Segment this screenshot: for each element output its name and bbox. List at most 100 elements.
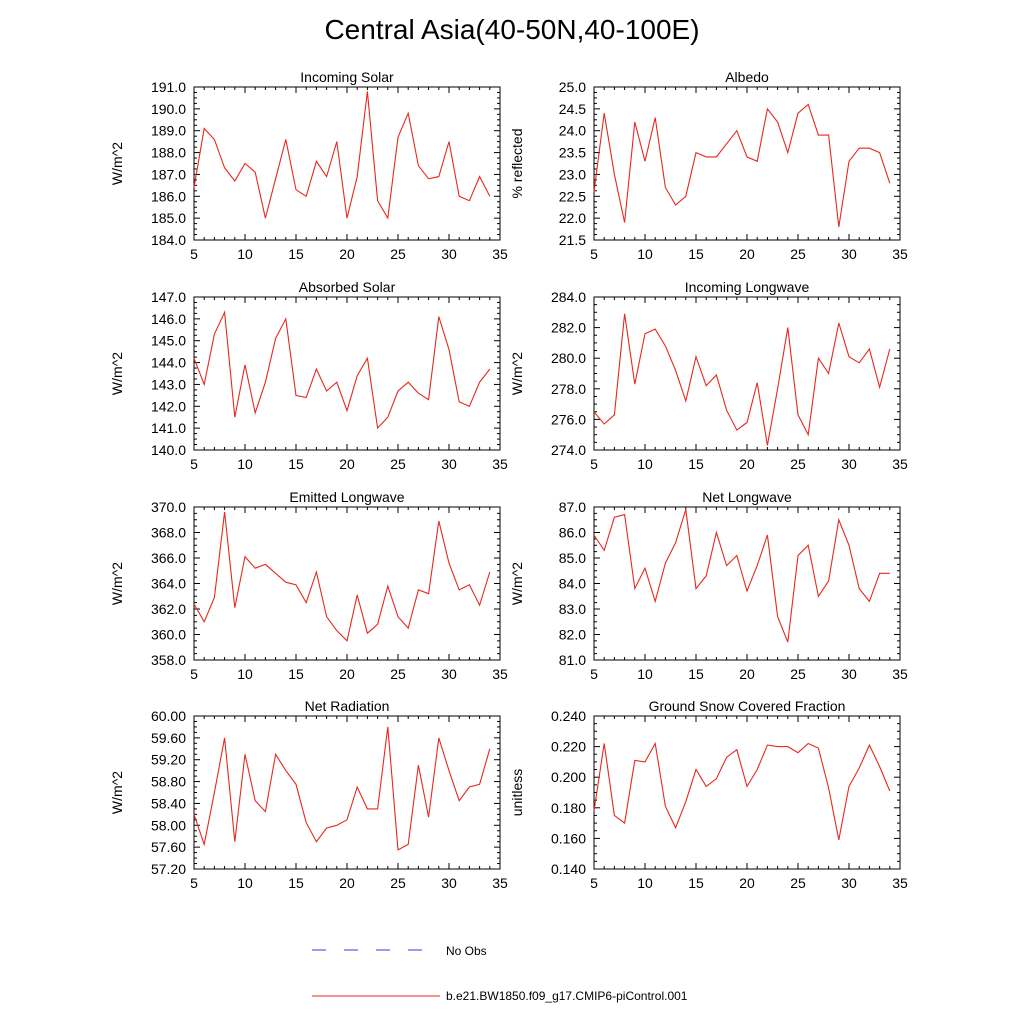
x-tick-label: 30	[441, 666, 457, 682]
x-tick-label: 10	[237, 456, 253, 472]
x-tick-label: 30	[841, 246, 857, 262]
y-tick-label: 59.20	[151, 752, 186, 768]
y-tick-label: 186.0	[151, 188, 186, 204]
y-axis-label: W/m^2	[109, 142, 125, 185]
y-tick-label: 0.160	[551, 830, 586, 846]
x-tick-label: 10	[237, 875, 253, 891]
y-tick-label: 358.0	[151, 652, 186, 668]
x-tick-label: 15	[288, 246, 304, 262]
panel-title: Net Radiation	[305, 698, 390, 714]
y-tick-label: 58.40	[151, 795, 186, 811]
y-tick-label: 59.60	[151, 730, 186, 746]
y-tick-label: 25.0	[559, 79, 586, 95]
legend-label-model: b.e21.BW1850.f09_g17.CMIP6-piControl.001	[446, 989, 688, 1003]
y-tick-label: 22.0	[559, 210, 586, 226]
x-tick-label: 5	[590, 875, 598, 891]
y-tick-label: 87.0	[559, 499, 586, 515]
y-tick-label: 190.0	[151, 101, 186, 117]
y-axis-label: unitless	[509, 769, 525, 816]
x-tick-label: 15	[288, 875, 304, 891]
x-tick-label: 35	[892, 246, 908, 262]
y-tick-label: 360.0	[151, 627, 186, 643]
x-tick-label: 20	[339, 456, 355, 472]
x-tick-label: 30	[441, 456, 457, 472]
x-tick-label: 15	[688, 456, 704, 472]
series-line	[193, 726, 491, 851]
x-tick-label: 25	[790, 246, 806, 262]
x-tick-label: 35	[892, 456, 908, 472]
y-tick-label: 189.0	[151, 123, 186, 139]
y-tick-label: 84.0	[559, 576, 586, 592]
x-tick-label: 5	[190, 875, 198, 891]
x-tick-label: 5	[590, 456, 598, 472]
y-tick-label: 83.0	[559, 601, 586, 617]
x-tick-label: 5	[190, 456, 198, 472]
y-tick-label: 0.220	[551, 739, 586, 755]
y-tick-label: 370.0	[151, 499, 186, 515]
x-tick-label: 30	[841, 875, 857, 891]
panel-title: Albedo	[725, 69, 769, 85]
y-axis-label: W/m^2	[509, 562, 525, 605]
x-tick-label: 10	[237, 666, 253, 682]
y-tick-label: 23.0	[559, 166, 586, 182]
y-tick-label: 187.0	[151, 166, 186, 182]
panel-title: Net Longwave	[702, 489, 792, 505]
y-tick-label: 0.240	[551, 708, 586, 724]
y-tick-label: 0.180	[551, 800, 586, 816]
x-tick-label: 25	[390, 246, 406, 262]
y-tick-label: 276.0	[551, 411, 586, 427]
y-tick-label: 0.200	[551, 769, 586, 785]
x-tick-label: 20	[739, 246, 755, 262]
y-axis-label: % reflected	[509, 128, 525, 198]
series-line	[193, 310, 491, 430]
x-tick-label: 10	[637, 456, 653, 472]
x-tick-label: 5	[590, 246, 598, 262]
panel-title: Incoming Longwave	[685, 279, 810, 295]
y-tick-label: 144.0	[151, 355, 186, 371]
panel-title: Incoming Solar	[300, 69, 394, 85]
y-tick-label: 24.5	[559, 101, 586, 117]
y-tick-label: 21.5	[559, 232, 586, 248]
y-axis-label: W/m^2	[509, 352, 525, 395]
x-tick-label: 10	[637, 666, 653, 682]
x-tick-label: 25	[790, 666, 806, 682]
y-tick-label: 141.0	[151, 420, 186, 436]
x-tick-label: 25	[390, 666, 406, 682]
y-axis-label: W/m^2	[109, 352, 125, 395]
x-tick-label: 25	[790, 875, 806, 891]
x-tick-label: 20	[739, 875, 755, 891]
x-tick-label: 15	[688, 666, 704, 682]
panel-title: Ground Snow Covered Fraction	[649, 698, 846, 714]
y-tick-label: 145.0	[151, 333, 186, 349]
y-tick-label: 143.0	[151, 376, 186, 392]
page-title: Central Asia(40-50N,40-100E)	[324, 14, 700, 45]
y-tick-label: 140.0	[151, 442, 186, 458]
x-tick-label: 35	[892, 666, 908, 682]
x-tick-label: 30	[841, 456, 857, 472]
y-tick-label: 86.0	[559, 525, 586, 541]
x-tick-label: 5	[590, 666, 598, 682]
y-tick-label: 184.0	[151, 232, 186, 248]
y-tick-label: 0.140	[551, 861, 586, 877]
series-line	[593, 103, 891, 227]
y-tick-label: 147.0	[151, 289, 186, 305]
y-tick-label: 191.0	[151, 79, 186, 95]
y-tick-label: 274.0	[551, 442, 586, 458]
x-tick-label: 20	[739, 666, 755, 682]
x-tick-label: 10	[237, 246, 253, 262]
x-tick-label: 35	[492, 666, 508, 682]
panel-title: Absorbed Solar	[299, 279, 396, 295]
y-tick-label: 362.0	[151, 601, 186, 617]
x-tick-label: 5	[190, 666, 198, 682]
panel-title: Emitted Longwave	[289, 489, 404, 505]
y-tick-label: 58.80	[151, 774, 186, 790]
y-tick-label: 82.0	[559, 627, 586, 643]
y-tick-label: 278.0	[551, 381, 586, 397]
x-tick-label: 35	[892, 875, 908, 891]
x-tick-label: 5	[190, 246, 198, 262]
x-tick-label: 20	[339, 875, 355, 891]
y-tick-label: 85.0	[559, 550, 586, 566]
y-tick-label: 23.5	[559, 145, 586, 161]
series-line	[593, 509, 890, 643]
